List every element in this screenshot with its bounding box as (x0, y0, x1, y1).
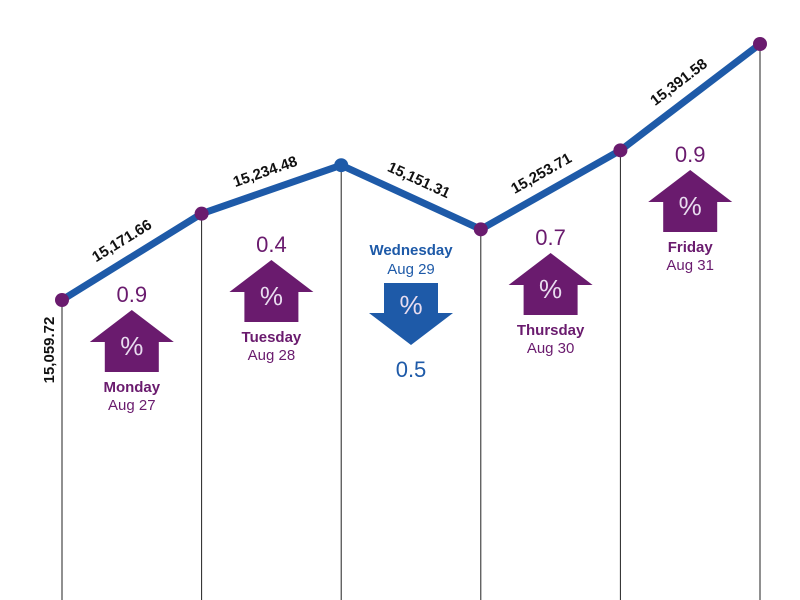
change-arrow (369, 283, 453, 345)
change-value: 0.9 (675, 142, 706, 167)
percent-sign: % (260, 281, 283, 311)
percent-sign: % (399, 290, 422, 320)
change-value: 0.9 (117, 282, 148, 307)
percent-sign: % (679, 191, 702, 221)
day-name: Tuesday (242, 329, 302, 346)
data-point (473, 222, 488, 237)
day-name: Thursday (517, 322, 585, 339)
value-label: 15,253.71 (508, 150, 574, 198)
data-point (613, 143, 628, 158)
change-value: 0.7 (535, 225, 566, 250)
line (60, 41, 763, 303)
value-label: 15,059.72 (41, 317, 58, 384)
value-label: 15,171.66 (89, 216, 155, 266)
day-date: Aug 28 (248, 347, 296, 364)
data-point (194, 206, 209, 221)
change-arrow (89, 310, 174, 372)
data-point (334, 158, 349, 173)
value-label: 15,151.31 (385, 159, 453, 202)
data-point (55, 293, 69, 307)
percent-sign: % (120, 331, 143, 361)
value-label: 15,391.58 (647, 55, 710, 109)
day-date: Aug 30 (527, 340, 575, 357)
change-value: 0.4 (256, 232, 287, 257)
day-name: Friday (668, 239, 714, 256)
day-name: Wednesday (369, 242, 453, 259)
percent-sign: % (539, 274, 562, 304)
change-value: 0.5 (396, 357, 427, 382)
data-point (753, 37, 767, 51)
day-date: Aug 31 (666, 257, 714, 274)
change-arrow (229, 260, 314, 322)
change-arrow (508, 253, 593, 315)
day-date: Aug 27 (108, 397, 156, 414)
day-date: Aug 29 (387, 261, 435, 278)
change-arrow (648, 170, 733, 232)
day-name: Monday (103, 379, 160, 396)
